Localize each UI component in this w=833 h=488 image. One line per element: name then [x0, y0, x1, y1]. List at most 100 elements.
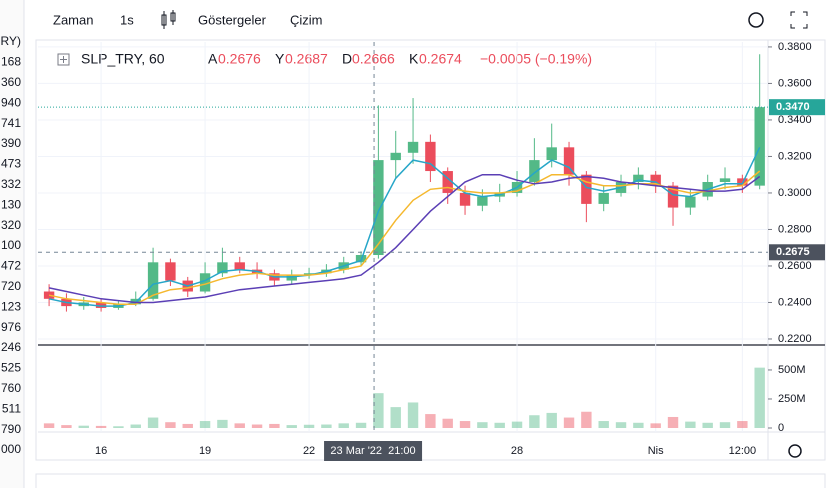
candle-body [43, 291, 55, 299]
left-column-value: 760 [1, 381, 21, 395]
candle-body [459, 192, 471, 206]
left-column-value: 000 [1, 442, 21, 456]
candle-body [425, 141, 436, 172]
candle-body [199, 273, 211, 292]
y-tick-label: 0.3400 [778, 114, 812, 126]
fullscreen-icon[interactable] [790, 11, 808, 29]
candle-body [442, 171, 453, 193]
left-column-value: 525 [1, 361, 21, 375]
left-column-value: 720 [1, 279, 21, 293]
y-tick-label: 0.3600 [778, 77, 812, 89]
left-column-value: 473 [1, 157, 21, 171]
legend-high: 0.2687 [285, 51, 328, 67]
volume-bar [459, 421, 471, 428]
toolbar-drawing[interactable]: Çizim [290, 12, 323, 27]
left-column-value: 168 [1, 55, 21, 69]
candle-body [667, 185, 679, 208]
volume-bar [199, 421, 211, 428]
volume-bar [286, 425, 297, 428]
volume-bar [477, 422, 488, 428]
candle-body [303, 273, 315, 276]
left-column-value: 123 [1, 299, 21, 313]
crosshair-price-label: 0.2675 [776, 246, 810, 258]
legend-symbol[interactable]: SLP_TRY, 60 [81, 51, 165, 67]
volume-bar [338, 423, 349, 428]
candle-body [373, 160, 384, 256]
volume-bar [251, 424, 263, 428]
volume-bar [494, 422, 505, 428]
y-tick-label: 0.3800 [778, 41, 812, 53]
symbol-icon[interactable] [57, 53, 70, 66]
last-price-label: 0.3470 [776, 101, 810, 113]
left-panel [0, 0, 24, 488]
volume-bar [667, 416, 679, 428]
candle-body [407, 141, 419, 153]
y-tick-label: 0.2400 [778, 296, 812, 308]
volume-bar [165, 422, 176, 428]
volume-bar [390, 407, 401, 428]
volume-bar [615, 422, 627, 428]
volume-bar [321, 424, 332, 428]
legend-low-label: D [342, 51, 352, 67]
candle-body [390, 152, 401, 161]
candle-body [165, 262, 176, 281]
settings-icon[interactable] [748, 12, 764, 28]
volume-bar [407, 402, 419, 428]
legend-close: 0.2674 [419, 51, 462, 67]
volume-bar [234, 423, 245, 428]
volume-bar [702, 422, 713, 428]
volume-bar [217, 419, 228, 428]
x-tick-label: 19 [199, 445, 211, 457]
bottom-panel [35, 473, 826, 488]
candle-icon[interactable] [161, 10, 176, 29]
x-tick-label: 28 [511, 445, 523, 457]
candle-body [754, 107, 765, 186]
volume-bar [269, 423, 280, 428]
volume-tick-label: 250M [778, 393, 806, 405]
volume-bar [95, 425, 107, 428]
volume-bar [147, 417, 159, 428]
volume-tick-label: 500M [778, 364, 806, 376]
volume-bar [754, 367, 765, 428]
x-tick-label: 12:00 [729, 445, 757, 457]
toolbar-indicators[interactable]: Göstergeler [198, 12, 267, 27]
left-column-value: 940 [1, 95, 21, 109]
crosshair-time-tag [324, 441, 423, 461]
toolbar-interval-label[interactable]: Zaman [53, 12, 93, 27]
left-column-value: 976 [1, 320, 21, 334]
volume-bar [685, 421, 696, 428]
legend-change: −0.0005 (−0.19%) [480, 51, 592, 67]
left-column-value: 472 [1, 259, 21, 273]
legend-high-label: Y [275, 51, 285, 67]
x-tick-label: Nis [648, 445, 664, 457]
left-column-value: 332 [1, 177, 21, 191]
crosshair-time-label: 23 Mar '22 21:00 [330, 445, 415, 457]
left-column-value: 320 [1, 218, 21, 232]
candle-body [719, 178, 731, 183]
candle-body [529, 160, 540, 183]
volume-tick-label: 0 [778, 422, 784, 434]
candle-body [563, 147, 575, 175]
toolbar-interval[interactable]: 1s [120, 12, 134, 27]
candle-body [217, 262, 228, 274]
x-tick-label: 16 [95, 445, 107, 457]
candle-body [598, 192, 609, 204]
candle-body [650, 174, 661, 186]
volume-bar [130, 424, 141, 428]
left-column-value: 100 [1, 238, 21, 252]
x-tick-label: 22 [303, 445, 315, 457]
left-column-value: 130 [1, 197, 21, 211]
candle-body [477, 196, 488, 206]
left-column-value: 741 [1, 116, 21, 130]
volume-bar [182, 423, 193, 428]
candle-body [633, 174, 644, 183]
candle-body [286, 275, 297, 281]
axis-settings-icon[interactable] [788, 444, 802, 458]
candle-body [685, 196, 696, 208]
y-tick-label: 0.2200 [778, 333, 812, 345]
volume-bar [303, 424, 315, 428]
crosshair-price-tag [769, 244, 825, 261]
